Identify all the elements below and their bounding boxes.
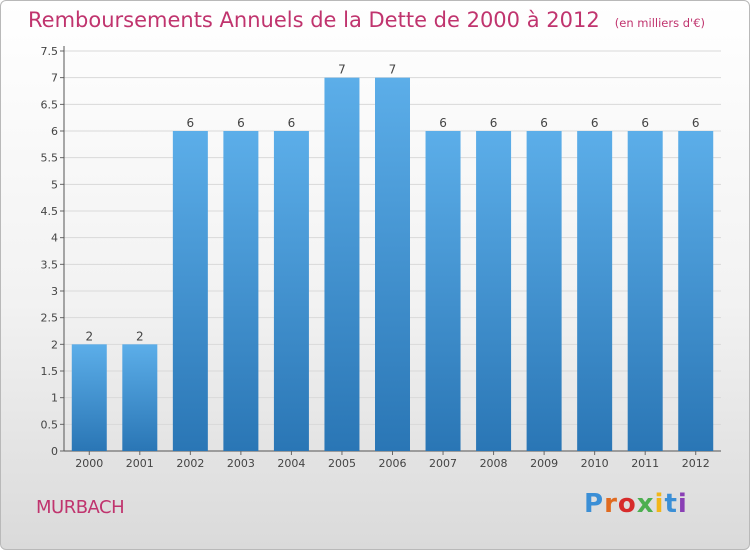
y-tick-label: 5	[51, 178, 58, 191]
x-tick-label: 2005	[328, 457, 356, 470]
y-tick-label: 7.5	[41, 45, 59, 58]
bar-2008	[476, 131, 512, 451]
data-label: 6	[540, 116, 548, 130]
x-tick-label: 2008	[480, 457, 508, 470]
data-label: 6	[490, 116, 498, 130]
chart-title: Remboursements Annuels de la Dette de 20…	[28, 8, 705, 32]
data-labels: 2 2 6 6 6 7 7 6 6 6 6 6 6	[85, 63, 699, 344]
y-tick-label: 7	[51, 72, 58, 85]
logo-letter: P	[584, 489, 605, 519]
data-label: 6	[187, 116, 195, 130]
y-tick-label: 5.5	[41, 152, 59, 165]
bar-2005	[324, 77, 360, 452]
logo-letter: t	[664, 489, 678, 519]
data-label: 6	[237, 116, 245, 130]
data-label: 6	[641, 116, 649, 130]
data-label: 2	[136, 329, 144, 343]
x-tick-label: 2001	[126, 457, 154, 470]
x-tick-label: 2002	[176, 457, 204, 470]
data-label: 6	[439, 116, 447, 130]
chart-title-unit: (en milliers d'€)	[614, 16, 705, 30]
data-label: 6	[591, 116, 599, 130]
y-tick-label: 3	[51, 285, 58, 298]
bar-2003	[223, 131, 259, 451]
bar-2004	[273, 131, 309, 451]
bar-2010	[577, 131, 613, 451]
commune-name: MURBACH	[36, 497, 125, 518]
data-label: 2	[85, 329, 93, 343]
x-tick-label: 2006	[379, 457, 407, 470]
x-tick-label: 2007	[429, 457, 457, 470]
y-tick-label: 2	[51, 338, 58, 351]
logo-letter: x	[636, 489, 655, 519]
y-tick-label: 2.5	[41, 312, 59, 325]
bar-2000	[71, 344, 107, 451]
logo-letter: i	[654, 489, 665, 519]
x-tick-label: 2010	[581, 457, 609, 470]
bars	[71, 77, 714, 452]
y-tick-label: 1	[51, 392, 58, 405]
logo-letter: r	[604, 489, 618, 519]
x-tick-label: 2003	[227, 457, 255, 470]
bar-2011	[627, 131, 663, 451]
y-tick-label: 0.5	[41, 418, 59, 431]
x-tick-label: 2011	[631, 457, 659, 470]
bar-2001	[122, 344, 158, 451]
x-tick-label: 2012	[682, 457, 710, 470]
x-tick-label: 2000	[75, 457, 103, 470]
x-tick-label: 2004	[277, 457, 305, 470]
data-label: 7	[389, 63, 397, 77]
data-label: 7	[338, 63, 346, 77]
bar-2006	[375, 77, 410, 452]
axes: 0 0.5 1 1.5 2 2.5 3 3.5 4 4.5 5 5.5 6 6.5 7 7.5 2000 2001…	[41, 45, 721, 470]
y-tick-label: 4.5	[41, 205, 59, 218]
x-tick-label: 2009	[530, 457, 558, 470]
y-tick-label: 1.5	[41, 365, 59, 378]
y-tick-label: 0	[51, 445, 58, 458]
logo-letter: i	[677, 489, 688, 519]
bar-2012	[678, 131, 714, 451]
logo-letter: o	[617, 489, 637, 519]
bar-2002	[172, 131, 208, 451]
y-tick-label: 4	[51, 232, 58, 245]
data-label: 6	[288, 116, 296, 130]
y-tick-label: 3.5	[41, 258, 59, 271]
proxiti-logo[interactable]: Proxiti	[584, 489, 688, 519]
y-tick-label: 6.5	[41, 98, 59, 111]
y-tick-label: 6	[51, 125, 58, 138]
bar-2007	[425, 131, 461, 451]
bar-2009	[526, 131, 562, 451]
data-label: 6	[692, 116, 700, 130]
chart-title-main: Remboursements Annuels de la Dette de 20…	[28, 8, 600, 32]
